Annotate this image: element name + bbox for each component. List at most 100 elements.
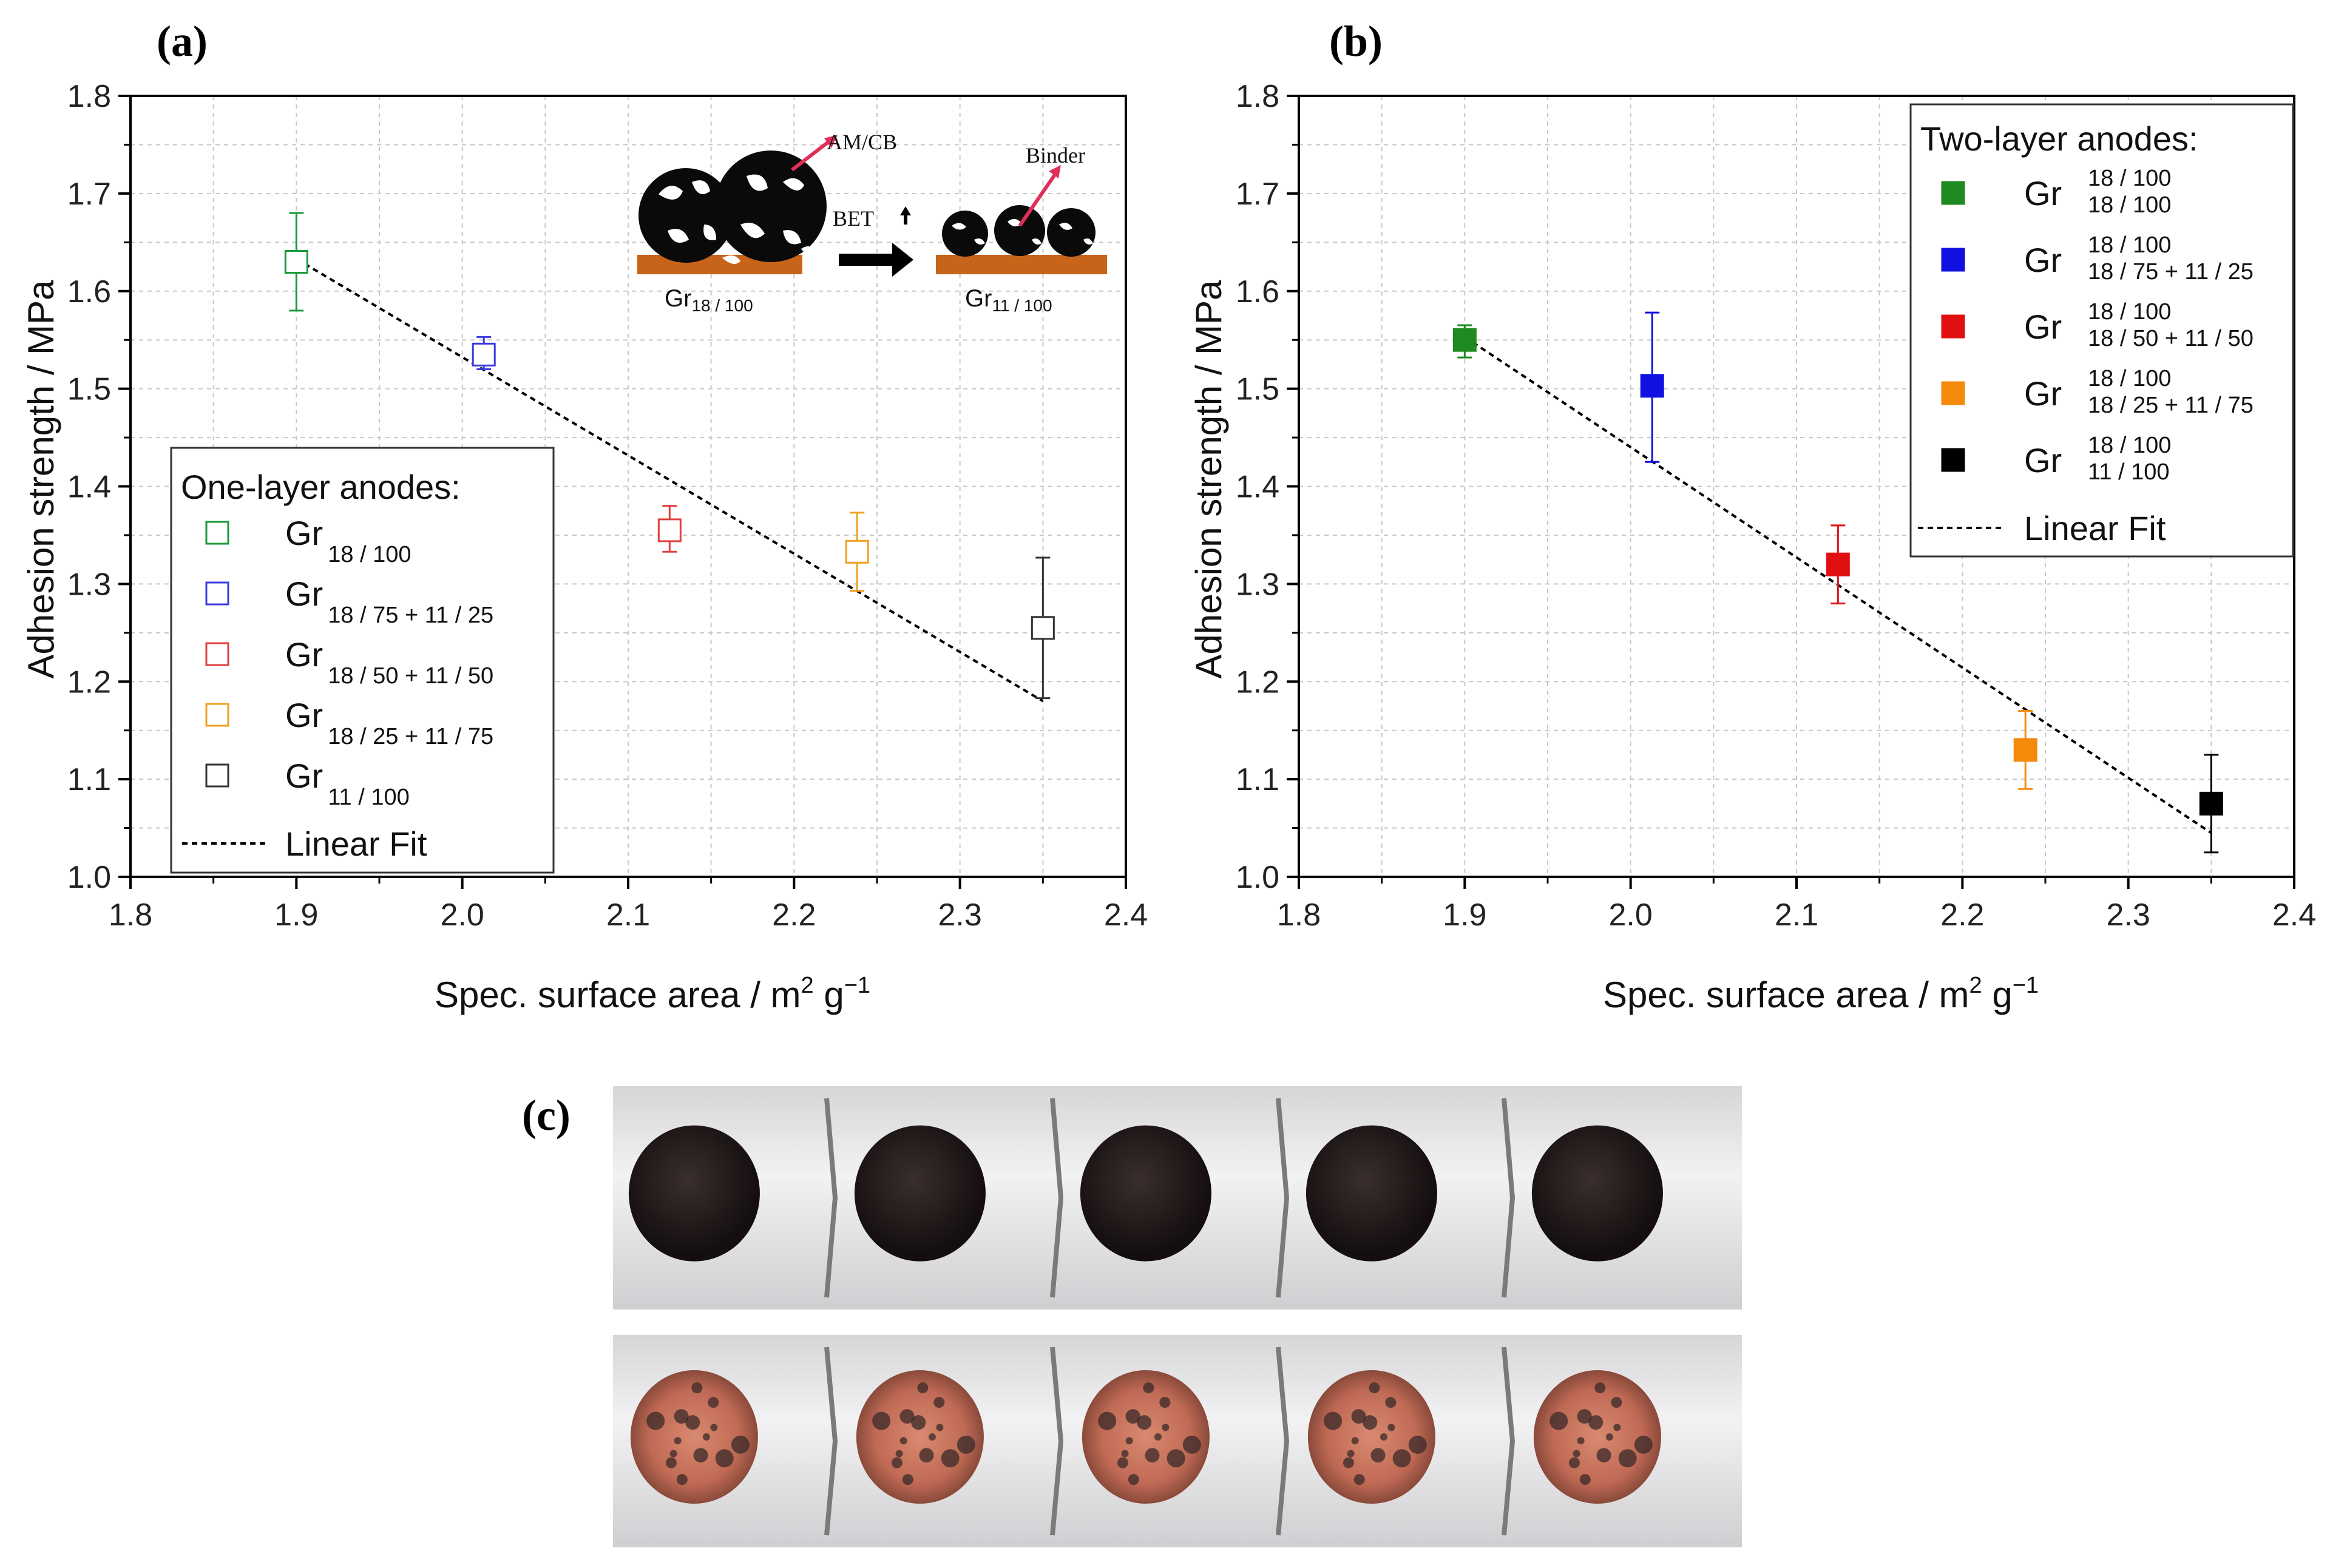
inset-schematic: AM/CB Gr18 / 100 BET Binder Gr11 / 100 xyxy=(637,130,1107,315)
legend-label-sup: 18 / 100 xyxy=(2088,366,2171,391)
legend-label-b-4: Gr 18 / 100 11 / 100 xyxy=(2024,433,2171,485)
residue-spot xyxy=(646,1411,665,1430)
legend-label-main: Gr xyxy=(285,514,323,552)
inset-substrate-right xyxy=(936,255,1107,274)
foil-fold xyxy=(824,1347,838,1536)
legend-swatch-a-2 xyxy=(205,642,229,666)
coated-disc xyxy=(1306,1125,1437,1262)
foil-fold xyxy=(1050,1098,1064,1298)
coated-disc xyxy=(854,1125,986,1262)
data-point-a-4 xyxy=(1031,616,1055,640)
residue-spot xyxy=(1588,1415,1604,1430)
y-tick-label-b: 1.2 xyxy=(1236,664,1279,700)
x-tick-label-b: 2.0 xyxy=(1609,897,1653,933)
data-point-a-1 xyxy=(472,342,496,367)
residue-spot xyxy=(1579,1474,1591,1485)
inset-big-arrow-shaft xyxy=(839,254,893,266)
copper-disc xyxy=(856,1370,984,1504)
photo-folds xyxy=(824,1098,1516,1536)
residue-spot xyxy=(941,1449,960,1468)
foil-fold xyxy=(1502,1098,1516,1298)
y-tick-label-a: 1.2 xyxy=(67,664,111,700)
foil-fold xyxy=(824,1098,838,1298)
legend-swatch-b-4 xyxy=(1941,448,1965,472)
residue-spot xyxy=(1392,1449,1411,1468)
y-tick-label-b: 1.8 xyxy=(1236,79,1279,114)
residue-spot xyxy=(1577,1409,1592,1424)
residue-spot xyxy=(1182,1435,1201,1454)
legend-swatch-b-0 xyxy=(1941,181,1965,205)
legend-swatch-a-3 xyxy=(205,703,229,727)
x-tick-label-a: 2.4 xyxy=(1104,897,1148,933)
y-tick-label-b: 1.1 xyxy=(1236,762,1279,797)
residue-spot xyxy=(911,1415,926,1430)
inset-particle-small-3 xyxy=(1047,208,1096,257)
residue-spot xyxy=(1387,1424,1395,1431)
legend-box-a xyxy=(170,447,555,874)
x-axis-title-b-main: Spec. surface area / m xyxy=(1603,975,1969,1015)
fit-line-a xyxy=(296,257,1044,703)
residue-spot xyxy=(1568,1457,1580,1468)
residue-spot xyxy=(936,1424,944,1431)
legend-label-sup: 18 / 100 xyxy=(2088,232,2171,258)
photo-panel-c xyxy=(613,1086,1742,1547)
residue-spot xyxy=(902,1474,913,1485)
y-axis-title-a: Adhesion strength / MPa xyxy=(21,280,61,679)
residue-spot xyxy=(1137,1415,1152,1430)
panel-label-b: (b) xyxy=(1329,17,1383,66)
inset-label-left-sub: 18 / 100 xyxy=(691,296,753,315)
x-axis-title-b-sup1: 2 xyxy=(1969,973,1982,998)
inset-particle-small-2 xyxy=(994,205,1045,256)
axes-a: 1.8 1.9 2.0 2.1 2.2 2.3 2.4 1.0 1.1 1.2 1.3 1.4 1.5 1… xyxy=(67,79,1148,933)
residue-spot xyxy=(1098,1411,1117,1430)
data-point-b-1 xyxy=(1640,374,1664,398)
inset-label-left: Gr18 / 100 xyxy=(665,285,753,315)
copper-disc xyxy=(1082,1370,1210,1504)
residue-spot xyxy=(710,1424,718,1431)
x-axis-title-a-sup2: −1 xyxy=(844,973,870,998)
residue-spot xyxy=(1605,1433,1613,1441)
inset-label-right-sub: 11 / 100 xyxy=(992,296,1052,315)
residue-spot xyxy=(1613,1424,1621,1431)
x-tick-label-b: 2.2 xyxy=(1940,897,1984,933)
residue-spot xyxy=(676,1474,688,1485)
legend-title-b: Two-layer anodes: xyxy=(1920,120,2198,158)
residue-spot xyxy=(891,1457,903,1468)
residue-spot xyxy=(715,1449,734,1468)
legend-label-sub: 18 / 75 + 11 / 25 xyxy=(2088,259,2254,285)
residue-spot xyxy=(1380,1433,1387,1441)
residue-spot xyxy=(669,1450,677,1458)
legend-label-sup: 18 / 100 xyxy=(2088,166,2171,191)
foil-fold xyxy=(1502,1347,1516,1536)
y-tick-label-a: 1.6 xyxy=(67,274,111,309)
photo-discs xyxy=(628,1125,1663,1504)
legend-label-sub: 18 / 25 + 11 / 75 xyxy=(2088,393,2254,418)
legend-fit-label-b: Linear Fit xyxy=(2024,509,2166,547)
y-tick-label-a: 1.4 xyxy=(67,470,111,505)
residue-spot xyxy=(899,1437,907,1445)
residue-spot xyxy=(1385,1397,1397,1408)
residue-spot xyxy=(1573,1450,1580,1458)
residue-spot xyxy=(1347,1450,1355,1458)
residue-spot xyxy=(674,1437,682,1445)
y-tick-label-b: 1.5 xyxy=(1236,372,1279,407)
y-axis-title-b: Adhesion strength / MPa xyxy=(1188,280,1229,679)
data-point-b-3 xyxy=(2013,738,2037,762)
residue-spot xyxy=(1143,1382,1154,1394)
legend-label-sub: 11 / 100 xyxy=(2088,459,2170,485)
residue-spot xyxy=(1125,1409,1140,1424)
legend-b: Two-layer anodes: Gr 18 / 100 18 / 100 Gr 18… xyxy=(1909,103,2294,558)
legend-label-sub: 18 / 100 xyxy=(2088,192,2171,218)
legend-label-main: Gr xyxy=(285,575,323,613)
legend-swatch-a-4 xyxy=(205,763,229,788)
coated-disc xyxy=(628,1125,760,1262)
legend-label-a-3: Gr18 / 25 + 11 / 75 xyxy=(285,696,493,749)
inset-big-arrowhead xyxy=(892,243,913,277)
legend-label-b-0: Gr 18 / 100 18 / 100 xyxy=(2024,166,2171,218)
residue-spot xyxy=(1408,1435,1427,1454)
legend-label-sup: 18 / 100 xyxy=(2088,299,2171,325)
inset-bet-up-stem xyxy=(904,215,907,225)
residue-spot xyxy=(1351,1409,1366,1424)
residue-spot xyxy=(1596,1448,1611,1463)
